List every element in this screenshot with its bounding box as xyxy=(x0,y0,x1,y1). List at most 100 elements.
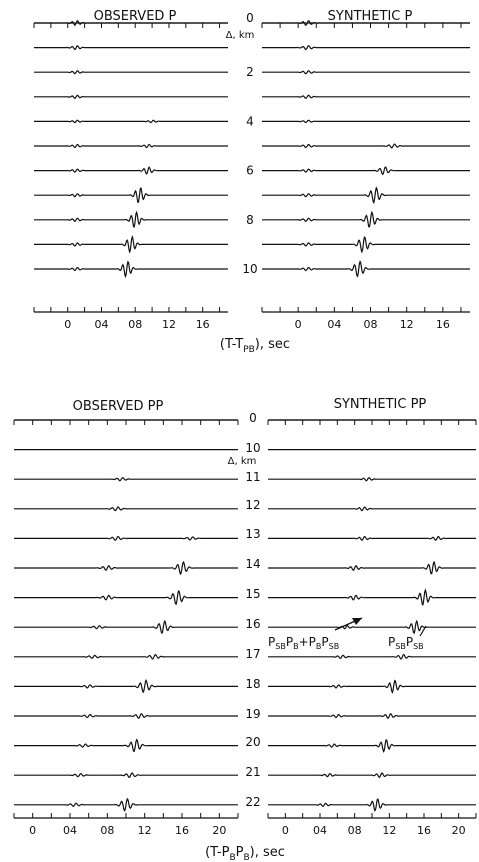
obs-pp-bottom-tick-label-3: 12 xyxy=(138,824,152,837)
distance-label-17: 17 xyxy=(245,647,260,661)
observed-p-trace-1 xyxy=(34,45,228,51)
title-synthetic-p: SYNTHETIC P xyxy=(328,9,413,24)
synthetic-p-trace-5 xyxy=(262,143,470,149)
syn-pp-bottom-tick-label-2: 08 xyxy=(348,824,362,837)
distance-label-12: 12 xyxy=(245,498,260,512)
delta-unit-label-pp: Δ, km xyxy=(228,456,257,467)
synthetic-p-trace-1 xyxy=(262,45,470,51)
distance-label-18: 18 xyxy=(245,677,260,691)
observed-pp-trace-9 xyxy=(14,678,238,693)
synthetic-p-trace-2 xyxy=(262,70,470,75)
observed-p-trace-8 xyxy=(34,210,228,229)
observed-pp-trace-11 xyxy=(14,738,238,753)
panel-pp-waves: OBSERVED PP SYNTHETIC PP Δ, km 0 10 11 12 13… xyxy=(13,397,477,862)
obs-pp-bottom-tick-label-1: 04 xyxy=(63,824,77,837)
synthetic-p-trace-4 xyxy=(262,119,470,124)
observed-p-trace-2 xyxy=(34,70,228,75)
synthetic-pp-trace-12 xyxy=(268,772,476,779)
distance-label-15: 15 xyxy=(245,587,260,601)
synthetic-pp-trace-8 xyxy=(268,653,476,660)
observed-p-trace-7 xyxy=(34,187,228,204)
xlabel-main: (T-T xyxy=(220,337,243,352)
distance-label-16: 16 xyxy=(245,617,260,631)
syn-p-bottom-tick-label-0: 0 xyxy=(295,318,302,331)
pp-time-axis-label: (T-PBPB), sec xyxy=(205,845,285,862)
observed-pp-trace-8 xyxy=(14,653,238,660)
obs-pp-bottom-tick-label-5: 20 xyxy=(212,824,226,837)
distance-label-0: 0 xyxy=(246,11,254,25)
observed-pp-trace-5 xyxy=(14,560,238,576)
synthetic-p-trace-10 xyxy=(262,260,470,278)
synthetic-pp-trace-4 xyxy=(268,535,476,541)
synthetic-p-trace-6 xyxy=(262,166,470,176)
synthetic-pp-trace-7 xyxy=(268,619,476,635)
delta-unit-label: Δ, km xyxy=(226,30,255,41)
distance-label-2: 2 xyxy=(246,65,254,79)
observed-p-trace-3 xyxy=(34,94,228,99)
annotation-psbpsb: PSBPSB xyxy=(388,635,424,651)
panel-p-waves: OBSERVED P SYNTHETIC P Δ, km 0 2 4 6 8 10 0 0 4… xyxy=(33,9,470,355)
synthetic-p-trace-3 xyxy=(262,94,470,99)
synthetic-pp-trace-6 xyxy=(268,588,476,606)
synthetic-p-trace-7 xyxy=(262,186,470,205)
obs-pp-bottom-tick-label-4: 16 xyxy=(175,824,189,837)
distance-label-11: 11 xyxy=(245,470,260,484)
distance-label-4: 4 xyxy=(246,114,254,128)
observed-pp-trace-12 xyxy=(14,772,238,779)
synthetic-pp-trace-5 xyxy=(268,560,476,575)
synthetic-pp-trace-11 xyxy=(268,739,476,753)
synthetic-pp-trace-13 xyxy=(268,798,476,812)
distance-label-13: 13 xyxy=(245,527,260,541)
observed-pp-traces xyxy=(14,419,238,812)
observed-pp-trace-4 xyxy=(14,535,238,541)
synthetic-pp-trace-10 xyxy=(268,713,476,719)
title-observed-pp: OBSERVED PP xyxy=(73,399,164,414)
distance-label-6: 6 xyxy=(246,164,254,178)
distance-label-22: 22 xyxy=(245,795,260,809)
synthetic-pp-trace-2 xyxy=(268,477,476,482)
synthetic-p-traces xyxy=(262,20,470,278)
title-synthetic-pp: SYNTHETIC PP xyxy=(334,397,427,412)
title-observed-p: OBSERVED P xyxy=(94,9,177,24)
observed-pp-trace-3 xyxy=(14,506,238,512)
syn-p-bottom-tick-label-3: 12 xyxy=(400,318,414,331)
distance-label-20: 20 xyxy=(245,735,260,749)
syn-pp-bottom-tick-label-5: 20 xyxy=(452,824,466,837)
observed-pp-trace-6 xyxy=(14,589,238,606)
pp-time-axes: 0 04 08 12 16 20 0 04 08 12 16 20 xyxy=(13,419,477,837)
synthetic-pp-trace-9 xyxy=(268,679,476,695)
observed-p-traces xyxy=(34,20,228,279)
annotation-psbpb-pbpsb: PSBPB+PBPSB xyxy=(268,635,339,651)
obs-pp-bottom-tick-label-0: 0 xyxy=(29,824,36,837)
syn-pp-bottom-tick-label-3: 12 xyxy=(382,824,396,837)
distance-label-10: 10 xyxy=(242,262,257,276)
obs-p-bottom-tick-label-0: 0 xyxy=(64,318,71,331)
synthetic-pp-traces xyxy=(268,419,476,812)
p-time-axis-label: (T-TPB), sec xyxy=(220,337,290,355)
synthetic-pp-trace-3 xyxy=(268,506,476,512)
distance-label-10: 10 xyxy=(245,441,260,455)
syn-p-bottom-tick-label-4: 16 xyxy=(436,318,450,331)
distance-label-0: 0 xyxy=(249,411,257,425)
observed-p-trace-5 xyxy=(34,143,228,149)
observed-pp-trace-7 xyxy=(14,619,238,634)
obs-p-bottom-tick-label-2: 08 xyxy=(128,318,142,331)
obs-pp-bottom-tick-label-2: 08 xyxy=(100,824,114,837)
annotation-arrow-head xyxy=(352,618,362,625)
distance-label-8: 8 xyxy=(246,213,254,227)
obs-p-bottom-tick-label-3: 12 xyxy=(162,318,176,331)
observed-pp-trace-2 xyxy=(14,477,238,482)
observed-p-trace-9 xyxy=(34,234,228,254)
synthetic-p-trace-9 xyxy=(262,236,470,254)
annotation-arrow-2 xyxy=(419,625,427,637)
observed-pp-trace-10 xyxy=(14,713,238,719)
syn-pp-bottom-tick-label-4: 16 xyxy=(417,824,431,837)
p-time-axes: 0 04 08 12 16 0 04 08 12 16 xyxy=(33,22,470,331)
distance-label-14: 14 xyxy=(245,557,260,571)
pp-distance-labels: 0 10 11 12 13 14 15 16 17 18 19 20 21 22 xyxy=(245,411,260,809)
observed-p-trace-6 xyxy=(34,166,228,175)
syn-pp-bottom-tick-label-1: 04 xyxy=(313,824,327,837)
obs-p-bottom-tick-label-4: 16 xyxy=(196,318,210,331)
p-distance-labels: 0 2 4 6 8 10 xyxy=(242,11,257,276)
